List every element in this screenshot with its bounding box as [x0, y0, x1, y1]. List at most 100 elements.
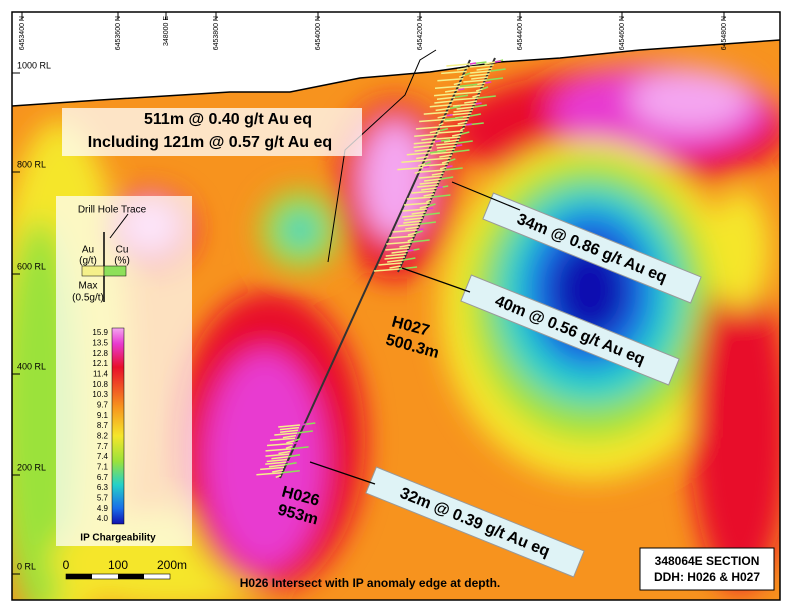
au-bar [278, 450, 291, 455]
colorbar-label: 9.7 [97, 400, 109, 409]
au-bar [385, 253, 407, 257]
au-bar [399, 244, 411, 248]
au-bar [407, 232, 417, 236]
legend-text: IP Chargeability [80, 533, 156, 544]
colorbar-label: 10.8 [92, 380, 108, 389]
hi-bar [494, 60, 502, 63]
assay-bars [256, 59, 506, 479]
au-bar [397, 223, 421, 227]
au-bar [265, 461, 287, 465]
colorbar-label: 12.8 [92, 349, 108, 358]
au-bar [476, 67, 493, 71]
au-bar [444, 89, 459, 93]
au-bar [469, 73, 490, 77]
hi-bar [299, 423, 307, 426]
colorbar-label: 4.0 [97, 514, 109, 523]
au-bar [458, 74, 466, 78]
au-bar [460, 127, 465, 131]
colorbar-label: 8.7 [97, 421, 109, 430]
au-bar [274, 432, 298, 436]
au-bar [416, 155, 429, 160]
au-bar [452, 103, 476, 107]
top-label: 348000 E [163, 16, 170, 46]
au-bar [405, 226, 419, 230]
hi-bar [458, 88, 465, 91]
au-bar [435, 107, 451, 112]
hi-bar [446, 114, 453, 117]
au-bar [280, 429, 299, 434]
au-bar [435, 136, 461, 140]
hi-bar [292, 441, 300, 445]
cu-bar [424, 212, 440, 216]
hi-bar [456, 144, 463, 147]
cu-bar [293, 438, 301, 442]
au-bar [268, 464, 286, 468]
cu-bar [482, 86, 489, 90]
cu-bar [453, 149, 470, 153]
colorbar-label: 7.4 [97, 452, 109, 461]
au-bar [378, 262, 403, 266]
hi-bar [485, 81, 492, 84]
au-bar [423, 111, 449, 115]
au-bar [439, 154, 453, 158]
hi-bar [407, 249, 414, 252]
top-label: 6453600 N [115, 16, 122, 50]
au-bar [437, 78, 464, 82]
au-bar [453, 109, 473, 113]
cu-bar [486, 77, 504, 81]
au-bar [418, 163, 426, 167]
colorbar-label: 11.4 [93, 369, 109, 378]
au-bar [437, 148, 455, 152]
colorbar-label: 7.1 [97, 462, 109, 471]
colorbar-label: 4.9 [97, 504, 109, 513]
cu-bar [440, 176, 454, 180]
au-bar [419, 181, 440, 185]
au-bar [419, 118, 446, 123]
au-bar [464, 100, 478, 104]
au-bar [434, 100, 454, 104]
colorbar-labels: 15.913.5 12.812.111.4 10.810.39.7 9.18.78.2… [92, 328, 108, 523]
scale-label: 0 [63, 558, 70, 572]
au-bar [407, 238, 414, 242]
colorbar-label: 6.3 [97, 483, 109, 492]
au-bar [272, 469, 284, 473]
au-bar [404, 217, 424, 221]
cu-bar [454, 94, 469, 99]
au-bar [434, 85, 461, 89]
au-bar [430, 151, 454, 155]
au-bar [265, 448, 292, 452]
cu-bar [469, 113, 482, 117]
cu-bar [464, 72, 471, 76]
au-bar [397, 166, 424, 171]
legend-text: Au [82, 245, 94, 256]
headline: 511m @ 0.40 g/t Au eq [144, 111, 312, 128]
scale-label: 200m [157, 558, 187, 572]
top-label: 6454800 N [721, 16, 728, 50]
colorbar-label: 10.3 [92, 390, 108, 399]
cu-bar [290, 446, 309, 450]
au-bar [455, 91, 482, 95]
au-bar [275, 474, 282, 479]
colorbar-label: 5.7 [97, 493, 109, 502]
au-bar [402, 214, 425, 218]
rl-axis: 1000 RL 800 RL 600 RL 400 RL 200 RL 0 RL [17, 60, 51, 571]
top-label: 6454400 N [517, 16, 524, 50]
cu-bar [449, 105, 461, 110]
au-bar [421, 163, 448, 167]
axis-ticks [12, 12, 725, 575]
cu-bar [296, 430, 313, 434]
cu-bar [449, 158, 456, 162]
rl-label: 600 RL [17, 261, 46, 271]
au-bar [433, 92, 457, 97]
cu-bar [457, 140, 473, 144]
au-bar [414, 148, 432, 152]
top-axis-label: 6453400 N [19, 16, 26, 50]
cu-bar [415, 230, 423, 234]
au-bar [389, 265, 401, 269]
cu-bar [281, 469, 300, 474]
au-bar [441, 70, 467, 75]
au-bar [421, 137, 437, 141]
au-bar [456, 66, 469, 71]
cu-bar [284, 462, 297, 466]
